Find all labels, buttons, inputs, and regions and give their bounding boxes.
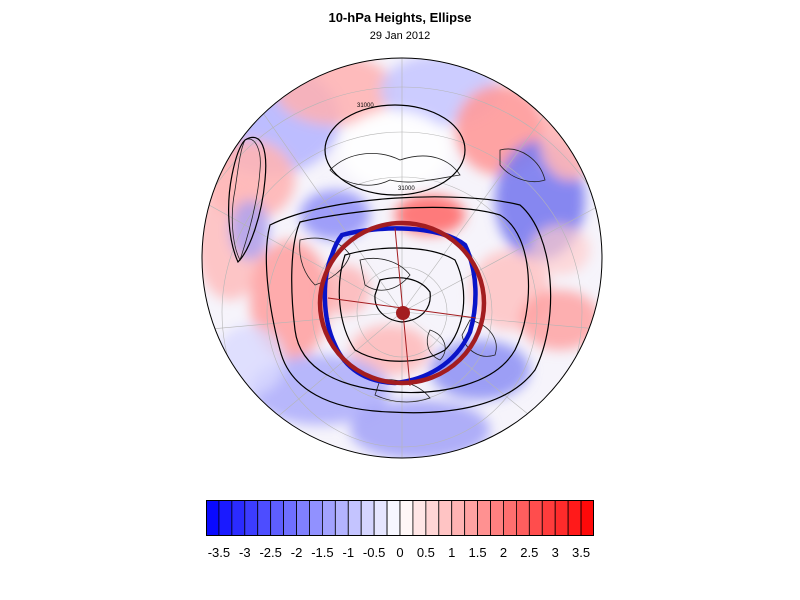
graticule <box>202 58 602 458</box>
colorbar-tick-label: 3 <box>551 545 559 560</box>
polar-map: 31000 31000 <box>201 57 603 459</box>
colorbar-cell <box>503 500 517 536</box>
colorbar-tick-label: -1 <box>342 545 355 560</box>
colorbar-tick-label: 3.5 <box>572 545 591 560</box>
colorbar-cell <box>296 500 310 536</box>
colorbar-tick-label: 1 <box>448 545 456 560</box>
colorbar-cell <box>373 500 388 536</box>
colorbar-tick-label: -3.5 <box>207 545 231 560</box>
colorbar-tick-label: 2.5 <box>520 545 539 560</box>
colorbar-cell <box>347 500 362 536</box>
colorbar-tick-label: 0.5 <box>416 545 435 560</box>
colorbar-cell <box>334 500 349 536</box>
colorbar-cell <box>244 500 259 536</box>
height-contours <box>228 104 552 414</box>
colorbar-cell <box>399 500 414 536</box>
colorbar-cell <box>231 500 246 536</box>
colorbar-cell <box>386 500 401 536</box>
colorbar-cell <box>283 500 297 536</box>
colorbar-tick-label: -0.5 <box>362 545 386 560</box>
colorbar-cell <box>464 500 479 536</box>
colorbar-tick-label: 2 <box>499 545 508 560</box>
coastlines <box>231 138 546 403</box>
fitted-ellipse-red <box>317 220 487 386</box>
colorbar-cell <box>567 500 582 536</box>
colorbar-cell <box>425 500 440 536</box>
colorbar-cell <box>554 500 569 536</box>
colorbar-tick-label: -2.5 <box>259 545 282 560</box>
colorbar-cell <box>412 500 427 536</box>
colorbar-cell <box>257 500 272 536</box>
colorbar-cell <box>541 500 556 536</box>
colorbar-cell <box>270 500 284 536</box>
map-title: 10-hPa Heights, Ellipse <box>328 10 472 25</box>
contour-label: 31000 <box>398 186 415 192</box>
colorbar-cell <box>438 500 453 536</box>
contour-label: 31000 <box>357 103 374 109</box>
colorbar-cell <box>580 500 594 536</box>
globe-outline <box>201 57 603 459</box>
colorbar-tick-label: 1.5 <box>468 545 487 560</box>
ellipse-center-marker <box>396 306 410 320</box>
colorbar-tick-label: 0 <box>396 545 404 560</box>
colorbar-cell <box>309 500 323 536</box>
colorbar-cell <box>206 500 220 536</box>
colorbar-frame <box>206 500 594 536</box>
colorbar-tick-label: -2 <box>290 545 303 560</box>
colorbar-tick-label: -1.5 <box>311 545 334 560</box>
colorbar-cell <box>360 500 375 536</box>
colorbar <box>206 500 594 536</box>
colorbar-cell <box>477 500 491 536</box>
colorbar-tick-label: -3 <box>239 545 251 560</box>
map-subtitle: 29 Jan 2012 <box>369 30 431 42</box>
colorbar-cell <box>218 500 233 536</box>
colorbar-cell <box>322 500 336 536</box>
colorbar-cell <box>490 500 504 536</box>
colorbar-cell <box>451 500 466 536</box>
colorbar-cell <box>528 500 543 536</box>
anomaly-field: 31000 31000 <box>202 58 602 458</box>
colorbar-cell <box>515 500 530 536</box>
